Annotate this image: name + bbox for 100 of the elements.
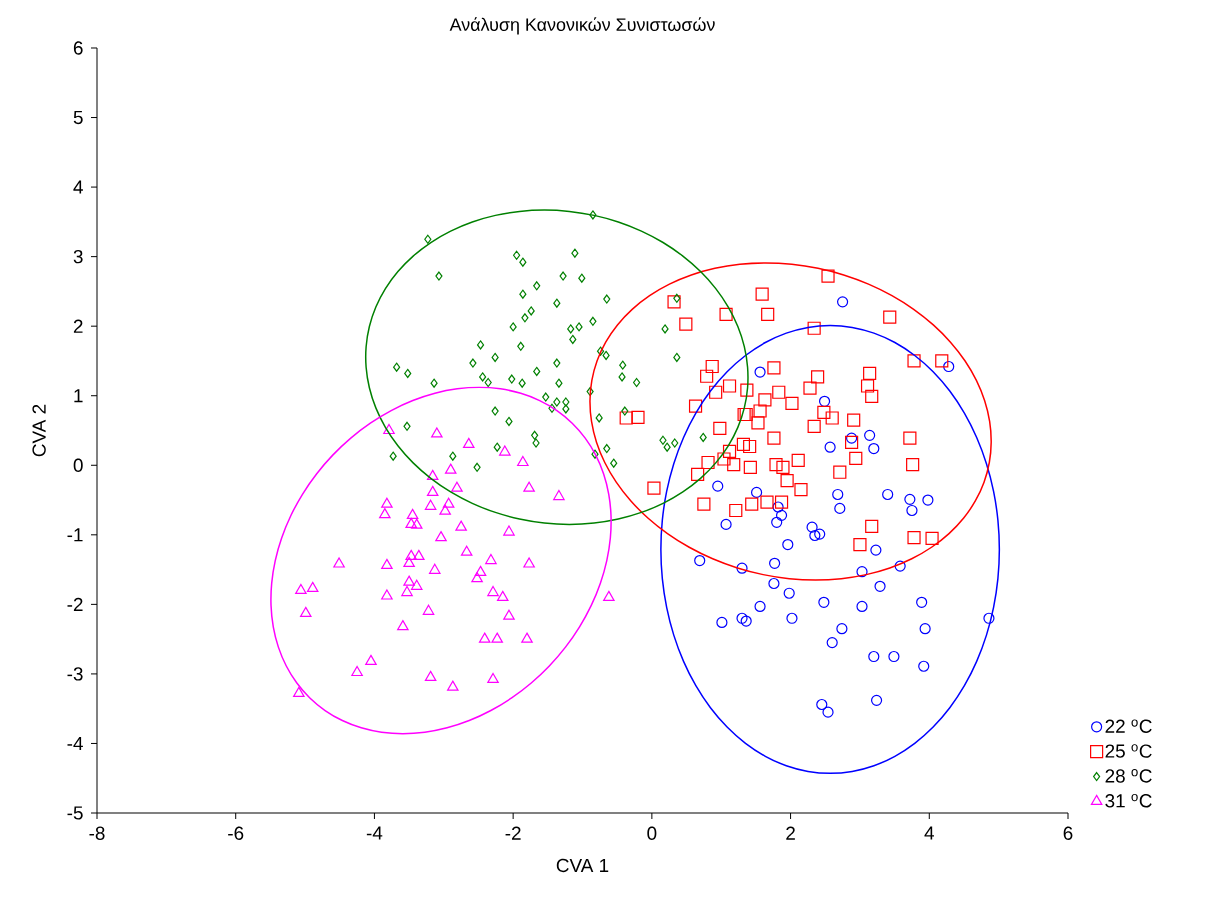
point	[720, 518, 732, 530]
legend-label: 22 $^{o}$C	[1105, 719, 1152, 733]
point	[447, 680, 459, 691]
point	[503, 609, 515, 620]
point	[381, 497, 393, 508]
point	[293, 686, 305, 697]
point	[521, 632, 533, 643]
point	[874, 580, 886, 592]
point	[809, 529, 821, 542]
point	[487, 585, 499, 597]
y-tick-label: -1	[67, 528, 83, 542]
point	[783, 587, 795, 599]
point	[603, 590, 615, 602]
y-tick-label: -3	[67, 667, 83, 681]
point	[295, 583, 307, 595]
y-tick-label: 2	[73, 319, 83, 333]
y-tick-label: -5	[67, 806, 83, 820]
point	[818, 395, 831, 407]
point	[381, 589, 393, 600]
point	[836, 623, 848, 635]
point	[299, 606, 312, 617]
x-tick-label: -2	[505, 826, 521, 840]
y-tick-label: -2	[67, 597, 83, 611]
point	[882, 488, 894, 501]
point	[410, 518, 423, 529]
point	[401, 585, 413, 597]
point	[442, 497, 455, 508]
point	[455, 520, 467, 531]
point	[736, 612, 748, 624]
x-tick-label: 2	[786, 826, 795, 840]
point	[451, 481, 463, 492]
point	[410, 579, 423, 590]
legend-label: 25 $^{o}$C	[1105, 744, 1152, 758]
point	[694, 554, 706, 567]
y-tick-label: 0	[73, 458, 83, 472]
point	[870, 694, 883, 706]
point	[816, 698, 828, 711]
point	[333, 557, 345, 568]
point	[431, 427, 443, 438]
point	[768, 577, 780, 590]
point	[856, 600, 868, 613]
point	[916, 596, 928, 608]
x-tick-label: 6	[1063, 826, 1073, 840]
point	[426, 469, 439, 480]
legend-label: 28 $^{o}$C	[1105, 769, 1152, 783]
point	[523, 481, 535, 492]
point	[740, 615, 752, 627]
point	[712, 480, 724, 492]
point	[553, 489, 565, 501]
point	[383, 423, 395, 435]
point	[485, 553, 497, 565]
point	[424, 670, 437, 681]
point	[754, 366, 766, 378]
y-axis-title: CVA 2	[32, 404, 46, 457]
point	[769, 557, 781, 569]
y-tick-label: 6	[73, 41, 83, 55]
point	[351, 665, 363, 677]
point	[750, 486, 763, 498]
point	[381, 558, 393, 570]
x-tick-label: 0	[647, 826, 657, 840]
point	[471, 572, 483, 583]
point	[517, 455, 529, 467]
point	[822, 706, 834, 718]
point	[403, 575, 415, 586]
point	[782, 538, 794, 551]
point	[444, 463, 457, 474]
point	[894, 560, 906, 572]
point	[499, 445, 511, 456]
point	[460, 545, 473, 556]
point	[424, 499, 437, 510]
point	[754, 600, 766, 613]
point	[919, 623, 931, 635]
point	[439, 504, 451, 515]
point	[474, 565, 487, 576]
point	[888, 650, 900, 663]
point	[716, 616, 728, 629]
point	[836, 296, 849, 308]
point	[491, 632, 503, 643]
x-tick-label: -6	[228, 826, 244, 840]
point	[906, 504, 918, 517]
point	[503, 525, 515, 536]
point	[818, 596, 830, 608]
point	[775, 509, 788, 521]
point	[868, 650, 880, 663]
point	[397, 620, 409, 631]
point	[406, 508, 419, 519]
point	[379, 508, 391, 519]
point	[824, 441, 836, 453]
point	[405, 517, 417, 528]
y-tick-label: -4	[67, 736, 83, 750]
legend-label: 31 $^{o}$C	[1105, 793, 1152, 808]
point	[870, 544, 882, 556]
point	[832, 488, 844, 501]
point	[834, 502, 846, 514]
point	[736, 562, 748, 574]
point	[826, 637, 838, 649]
point	[403, 556, 415, 567]
point	[496, 590, 509, 602]
point	[422, 604, 435, 615]
point	[487, 672, 499, 684]
